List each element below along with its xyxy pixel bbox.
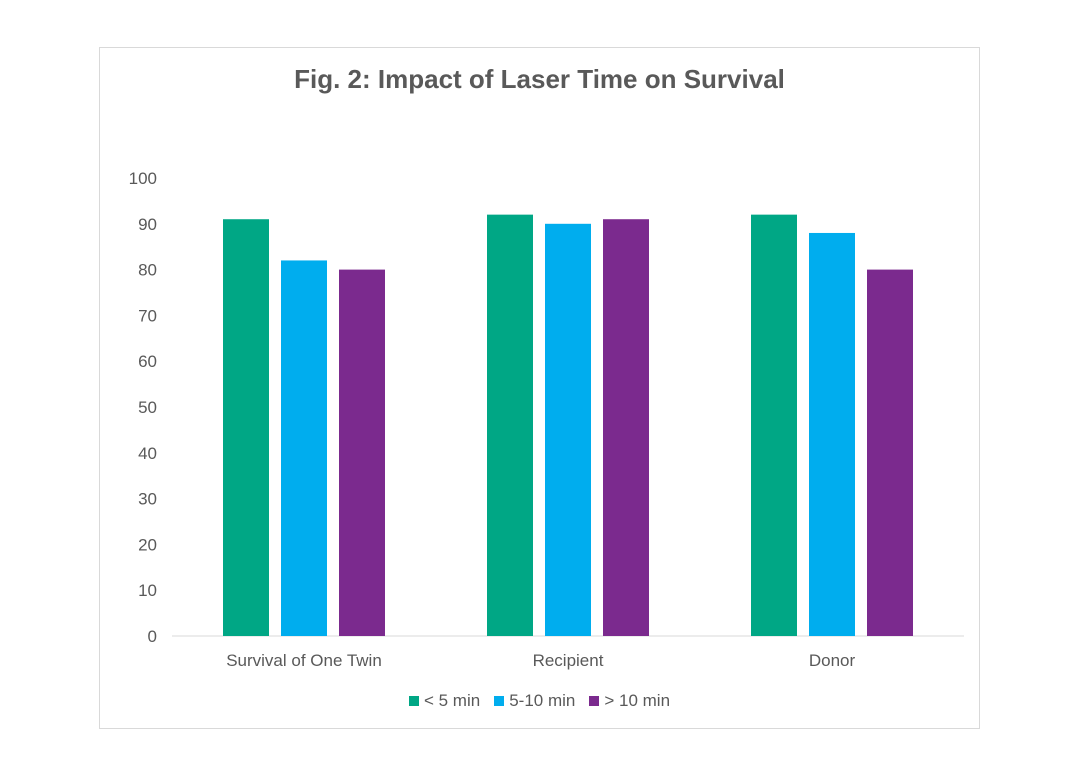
y-tick-label: 50 xyxy=(138,398,157,417)
legend-swatch xyxy=(589,696,600,706)
bar xyxy=(545,223,591,637)
y-tick-label: 70 xyxy=(138,306,157,325)
y-tick-label: 80 xyxy=(138,261,157,280)
chart-plot-area: 0 10 20 30 40 50 60 70 80 90 100 Survival of One Tw… xyxy=(129,169,964,670)
x-tick-label: Recipient xyxy=(533,651,604,670)
chart-title: Fig. 2: Impact of Laser Time on Survival xyxy=(294,64,785,94)
y-tick-label: 40 xyxy=(138,444,157,463)
x-tick-label: Survival of One Twin xyxy=(226,651,382,670)
bar xyxy=(867,269,913,636)
bar xyxy=(281,260,327,636)
y-tick-label: 90 xyxy=(138,215,157,234)
x-tick-label: Donor xyxy=(809,651,856,670)
y-tick-label: 20 xyxy=(138,535,157,554)
legend-label: < 5 min xyxy=(423,691,481,710)
chart-legend: < 5 min 5-10 min > 10 min xyxy=(100,691,979,711)
y-tick-label: 0 xyxy=(148,627,157,646)
legend-swatch xyxy=(408,696,419,706)
legend-item: > 10 min xyxy=(589,691,670,711)
y-tick-label: 100 xyxy=(129,169,157,188)
legend-item: < 5 min xyxy=(408,691,481,711)
bar xyxy=(339,269,385,636)
y-tick-label: 30 xyxy=(138,490,157,509)
bar xyxy=(223,219,269,636)
y-tick-label: 60 xyxy=(138,352,157,371)
y-tick-label: 10 xyxy=(138,581,157,600)
bar xyxy=(603,219,649,636)
legend-label: > 10 min xyxy=(604,691,671,710)
chart-frame: Fig. 2: Impact of Laser Time on Survival… xyxy=(99,47,980,729)
bar xyxy=(751,214,797,636)
legend-item: 5-10 min xyxy=(494,691,575,711)
bar xyxy=(809,232,855,636)
legend-label: 5-10 min xyxy=(509,691,576,710)
bar xyxy=(487,214,533,636)
legend-swatch xyxy=(494,696,505,706)
